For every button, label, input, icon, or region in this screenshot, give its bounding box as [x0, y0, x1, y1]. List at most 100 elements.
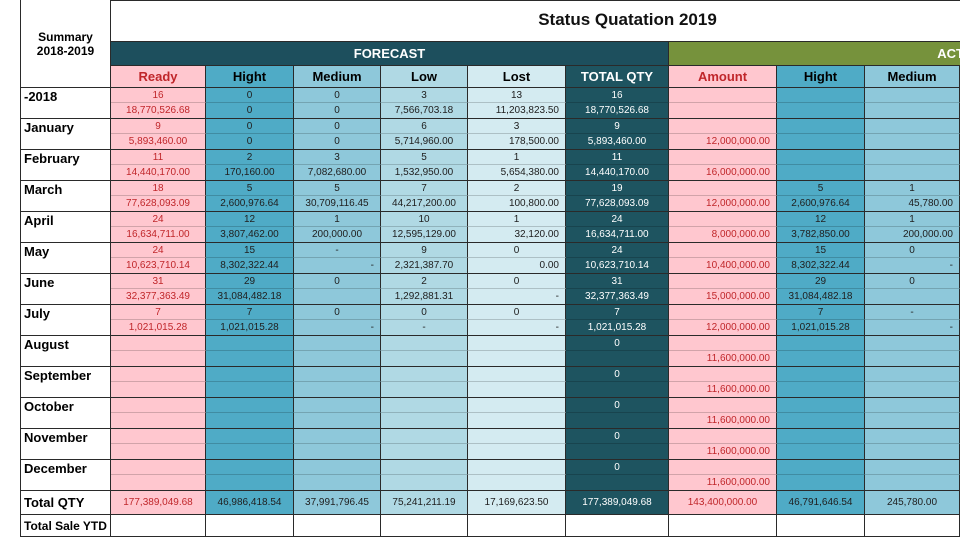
table-cell: 5,714,960.00 [381, 134, 468, 150]
table-cell: 7 [206, 305, 294, 320]
table-cell [669, 398, 777, 413]
table-cell: 1 [294, 212, 381, 227]
table-cell [669, 274, 777, 289]
table-cell [381, 444, 468, 460]
table-cell: 24 [566, 212, 669, 227]
table-cell: 1,021,015.28 [206, 320, 294, 336]
table-cell: 8,000,000.00 [669, 227, 777, 243]
column-header-lost[interactable]: Lost [468, 66, 566, 88]
table-cell [865, 150, 960, 165]
table-cell: 11,203,823.50 [468, 103, 566, 119]
table-cell: 44,217,200.00 [381, 196, 468, 212]
table-cell: 7 [381, 181, 468, 196]
table-cell [865, 134, 960, 150]
table-cell: 15,000,000.00 [669, 289, 777, 305]
table-cell: 31,084,482.18 [777, 289, 865, 305]
table-cell: 0 [865, 274, 960, 289]
table-cell [294, 367, 381, 382]
table-cell [669, 336, 777, 351]
table-cell: 29 [777, 274, 865, 289]
table-cell: 3 [381, 88, 468, 103]
table-cell: 10,623,710.14 [111, 258, 206, 274]
actual-banner-label: ACT [937, 46, 960, 61]
table-cell: 170,160.00 [206, 165, 294, 181]
table-cell: 2,600,976.64 [777, 196, 865, 212]
table-cell [294, 289, 381, 305]
column-header-actual-hight[interactable]: Hight [777, 66, 865, 88]
table-cell: 5 [294, 181, 381, 196]
table-cell [566, 382, 669, 398]
row-label: April [20, 212, 111, 243]
column-header-total-qty[interactable]: TOTAL QTY [566, 66, 669, 88]
table-cell: 11,600,000.00 [669, 413, 777, 429]
table-cell [206, 336, 294, 351]
table-cell [111, 367, 206, 382]
table-cell [468, 367, 566, 382]
table-cell: 11,600,000.00 [669, 475, 777, 491]
table-cell: 5 [777, 181, 865, 196]
table-cell: 1,021,015.28 [777, 320, 865, 336]
table-cell: - [468, 289, 566, 305]
table-cell [111, 429, 206, 444]
table-cell: 0 [566, 429, 669, 444]
table-cell [566, 351, 669, 367]
table-cell [206, 413, 294, 429]
column-header-actual-medium[interactable]: Medium [865, 66, 960, 88]
total-sale-ytd-cell [468, 515, 566, 537]
row-label: May [20, 243, 111, 274]
column-header-ready[interactable]: Ready [111, 66, 206, 88]
table-cell [468, 413, 566, 429]
table-cell [865, 351, 960, 367]
table-cell: 18,770,526.68 [111, 103, 206, 119]
table-cell: - [381, 320, 468, 336]
table-cell: 1,532,950.00 [381, 165, 468, 181]
total-sale-ytd-cell [777, 515, 865, 537]
table-cell: 14,440,170.00 [566, 165, 669, 181]
table-cell [294, 382, 381, 398]
column-header-hight[interactable]: Hight [206, 66, 294, 88]
column-header-low[interactable]: Low [381, 66, 468, 88]
row-label: January [20, 119, 111, 150]
table-cell [777, 367, 865, 382]
table-cell: 200,000.00 [294, 227, 381, 243]
total-sale-ytd-cell [294, 515, 381, 537]
table-cell: 3,782,850.00 [777, 227, 865, 243]
table-cell: 0 [865, 243, 960, 258]
table-cell: - [865, 258, 960, 274]
table-cell: 2 [468, 181, 566, 196]
table-cell: 0 [294, 88, 381, 103]
total-qty-label: Total QTY [20, 491, 111, 515]
table-cell: 12,595,129.00 [381, 227, 468, 243]
table-cell [777, 165, 865, 181]
table-cell: 9 [111, 119, 206, 134]
table-cell: 31 [566, 274, 669, 289]
table-cell [669, 150, 777, 165]
table-cell [865, 289, 960, 305]
table-cell: 11,600,000.00 [669, 382, 777, 398]
table-cell [468, 382, 566, 398]
table-cell [669, 367, 777, 382]
table-cell: - [294, 258, 381, 274]
table-cell: 9 [566, 119, 669, 134]
summary-label-line1: Summary [38, 29, 93, 44]
column-header-amount[interactable]: Amount [669, 66, 777, 88]
row-label: October [20, 398, 111, 429]
total-qty-cell: 17,169,623.50 [468, 491, 566, 515]
table-cell [566, 475, 669, 491]
total-sale-ytd-cell [566, 515, 669, 537]
table-cell: 6 [381, 119, 468, 134]
table-cell [777, 460, 865, 475]
table-cell [865, 165, 960, 181]
table-cell: - [865, 305, 960, 320]
column-header-medium[interactable]: Medium [294, 66, 381, 88]
total-sale-ytd-cell [669, 515, 777, 537]
total-sale-ytd-label: Total Sale YTD [20, 515, 111, 537]
table-cell [381, 351, 468, 367]
table-cell [566, 413, 669, 429]
table-cell [294, 398, 381, 413]
table-cell: 0 [294, 119, 381, 134]
table-cell: 15 [206, 243, 294, 258]
table-cell: 1,021,015.28 [111, 320, 206, 336]
table-cell: 45,780.00 [865, 196, 960, 212]
table-cell: 0 [206, 134, 294, 150]
